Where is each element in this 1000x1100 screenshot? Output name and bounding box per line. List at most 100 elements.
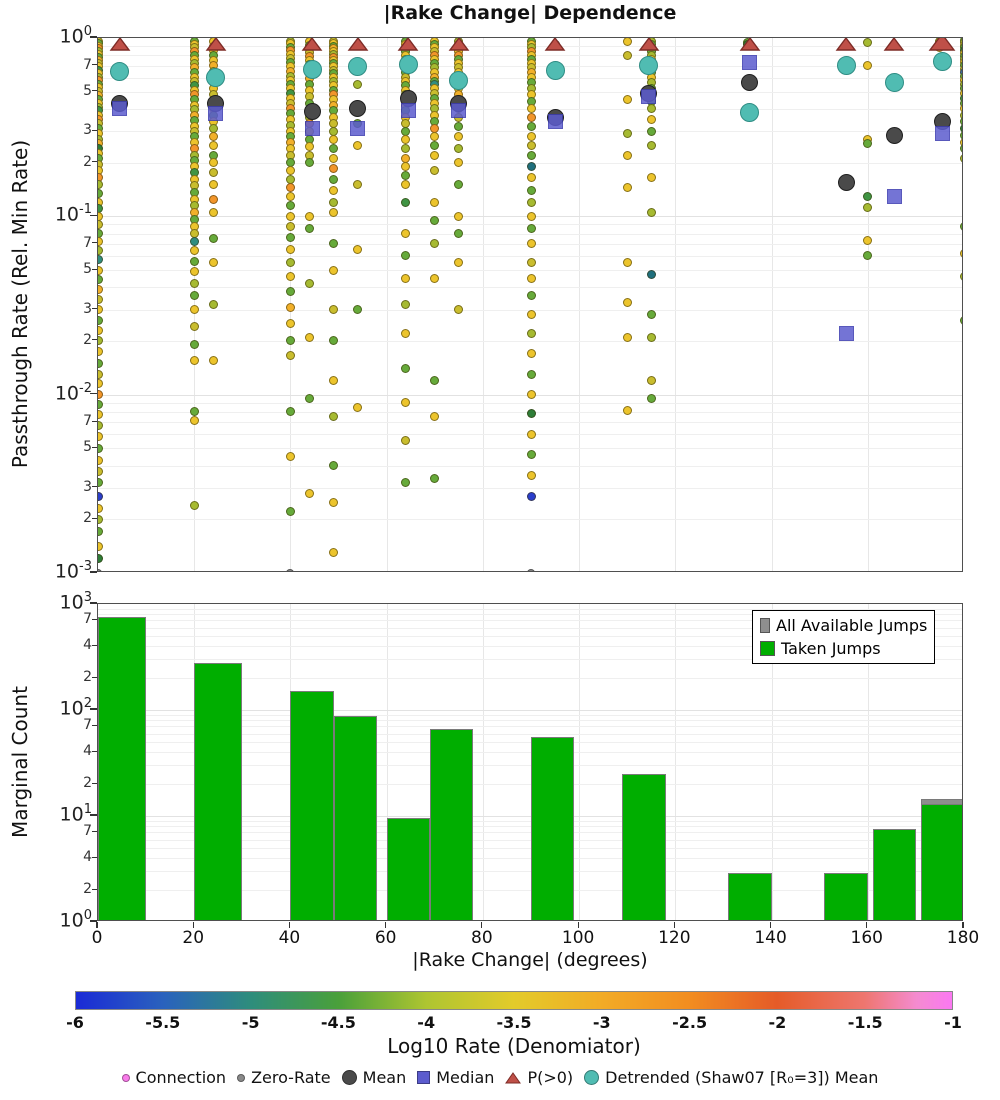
p-gt0-marker (928, 38, 956, 51)
colorbar-tick-label: -3.5 (496, 1013, 532, 1032)
x-tick-label: 80 (471, 928, 493, 948)
histogram-bar-taken (622, 773, 666, 920)
colorbar-tick-label: -4 (417, 1013, 436, 1032)
gridline (98, 620, 962, 622)
scatter-point (98, 400, 103, 410)
x-tick (385, 922, 387, 928)
gridline (386, 38, 388, 571)
y-minor-tick-label: 5 (83, 261, 92, 278)
median-marker (400, 103, 416, 119)
y-tick (92, 644, 97, 646)
scatter-point (454, 258, 464, 268)
scatter-point (430, 197, 440, 207)
scatter-point (98, 432, 103, 442)
marker-legend-item: Connection (121, 1068, 226, 1087)
x-tick-label: 20 (182, 928, 205, 948)
scatter-point (401, 229, 411, 239)
scatter-point (863, 251, 873, 261)
y-tick (92, 129, 97, 131)
scatter-point (401, 170, 411, 180)
scatter-point (401, 162, 411, 172)
gridline (98, 752, 962, 754)
median-marker (886, 188, 902, 204)
gridline (98, 422, 962, 424)
histogram-bar-taken (194, 662, 243, 920)
y-tick (92, 242, 97, 244)
scatter-point (98, 305, 103, 315)
y-minor-tick-label: 5 (83, 82, 92, 99)
scatter-point (98, 336, 103, 346)
scatter-point (959, 271, 962, 281)
scatter-point (285, 258, 295, 268)
marker-legend-item: Mean (341, 1068, 406, 1087)
y-tick-label: 10-3 (54, 559, 92, 583)
y-tick (92, 517, 97, 519)
median-marker (451, 103, 467, 119)
scatter-point (863, 236, 873, 246)
x-axis-label: |Rake Change| (degrees) (412, 949, 648, 971)
p-gt0-marker (205, 38, 227, 51)
gridline (98, 816, 962, 817)
y-tick (90, 571, 97, 573)
scatter-point (526, 239, 536, 249)
x-tick (577, 922, 579, 928)
y-tick (90, 214, 97, 217)
scatter-point (208, 140, 218, 150)
colorbar (75, 991, 953, 1010)
histogram-ylabel: Marginal Count (8, 686, 32, 838)
x-tick-label: 140 (754, 928, 787, 948)
detrended-marker (206, 68, 226, 88)
scatter-point (208, 356, 218, 366)
y-tick (90, 392, 97, 395)
scatter-point (646, 114, 656, 124)
gridline (98, 784, 962, 786)
gridline (98, 465, 962, 467)
histogram-bar-taken (531, 736, 575, 920)
x-tick (866, 922, 868, 928)
scatter-point (208, 258, 218, 268)
scatter-point (98, 369, 103, 379)
histogram-bar-taken (290, 691, 334, 920)
scatter-point (526, 290, 536, 300)
scatter-point (401, 134, 411, 144)
scatter-point (305, 394, 315, 404)
detrended-marker (449, 71, 469, 91)
scatter-point (430, 132, 440, 142)
y-tick (92, 420, 97, 422)
p-gt0-marker (301, 38, 323, 51)
scatter-point (430, 239, 440, 249)
y-minor-tick-label: 4 (83, 849, 92, 866)
scatter-point (285, 233, 295, 243)
histogram-bar-taken (98, 616, 147, 920)
scatter-point (646, 310, 656, 320)
scatter-point (863, 191, 873, 201)
x-tick-label: 60 (374, 928, 397, 948)
scatter-point (305, 211, 315, 221)
y-minor-tick-label: 2 (83, 510, 92, 527)
median-marker (838, 326, 854, 342)
scatter-point (98, 295, 103, 305)
p-gt0-marker (835, 38, 857, 51)
gridline (98, 519, 962, 521)
colorbar-tick-label: -1 (944, 1013, 962, 1032)
scatter-point (430, 166, 440, 176)
y-tick-label: 102 (59, 696, 92, 720)
gridline (98, 871, 962, 873)
circle-legend-icon (341, 1070, 357, 1085)
scatter-point (285, 302, 295, 312)
y-tick (92, 446, 97, 448)
y-minor-tick-label: 5 (83, 439, 92, 456)
scatter-point (526, 185, 536, 195)
scatter-point (526, 329, 536, 339)
scatter-point (646, 140, 656, 150)
scatter-point (622, 405, 632, 415)
scatter-point (285, 211, 295, 221)
gridline (98, 131, 962, 133)
scatter-point (285, 507, 295, 517)
gridline (98, 832, 962, 834)
dot-legend-icon (121, 1073, 130, 1082)
scatter-panel (97, 37, 963, 572)
scatter-point (98, 246, 103, 256)
y-minor-tick-label: 2 (83, 153, 92, 170)
scatter-point (285, 336, 295, 346)
